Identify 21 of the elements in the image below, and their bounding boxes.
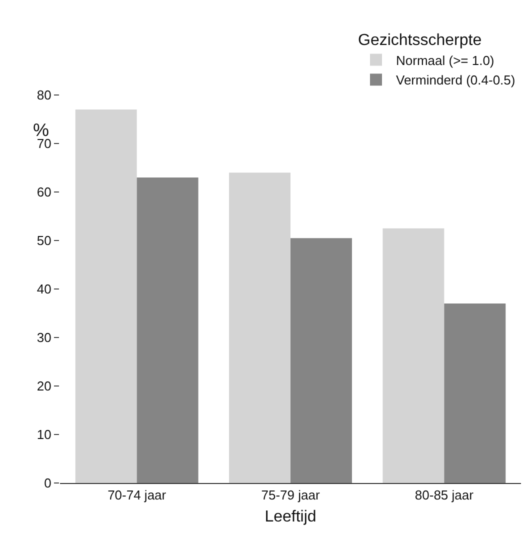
legend-title: Gezichtsscherpte (358, 32, 482, 49)
y-tick-label: 20 (36, 378, 52, 394)
x-axis-title: Leeftijd (264, 508, 316, 526)
y-tick-label: 60 (36, 184, 52, 200)
bar (382, 228, 444, 483)
y-tick-label: 40 (36, 282, 52, 297)
y-tick-label: 50 (36, 233, 52, 248)
x-tick-label: 70-74 jaar (108, 488, 167, 503)
bar (229, 172, 290, 483)
x-tick-label: 80-85 jaar (414, 488, 474, 503)
bar (290, 238, 352, 483)
legend-label: Normaal (>= 1.0) (396, 52, 494, 68)
y-tick-label: 10 (36, 427, 52, 442)
x-tick-label: 75-79 jaar (261, 488, 320, 503)
bar (136, 177, 198, 483)
y-tick-label: 0 (44, 476, 52, 491)
y-tick-label: 80 (36, 88, 52, 103)
legend-label: Verminderd (0.4-0.5) (396, 72, 516, 88)
bar (444, 304, 506, 483)
bar (75, 110, 137, 483)
y-tick-label: 30 (36, 330, 52, 346)
